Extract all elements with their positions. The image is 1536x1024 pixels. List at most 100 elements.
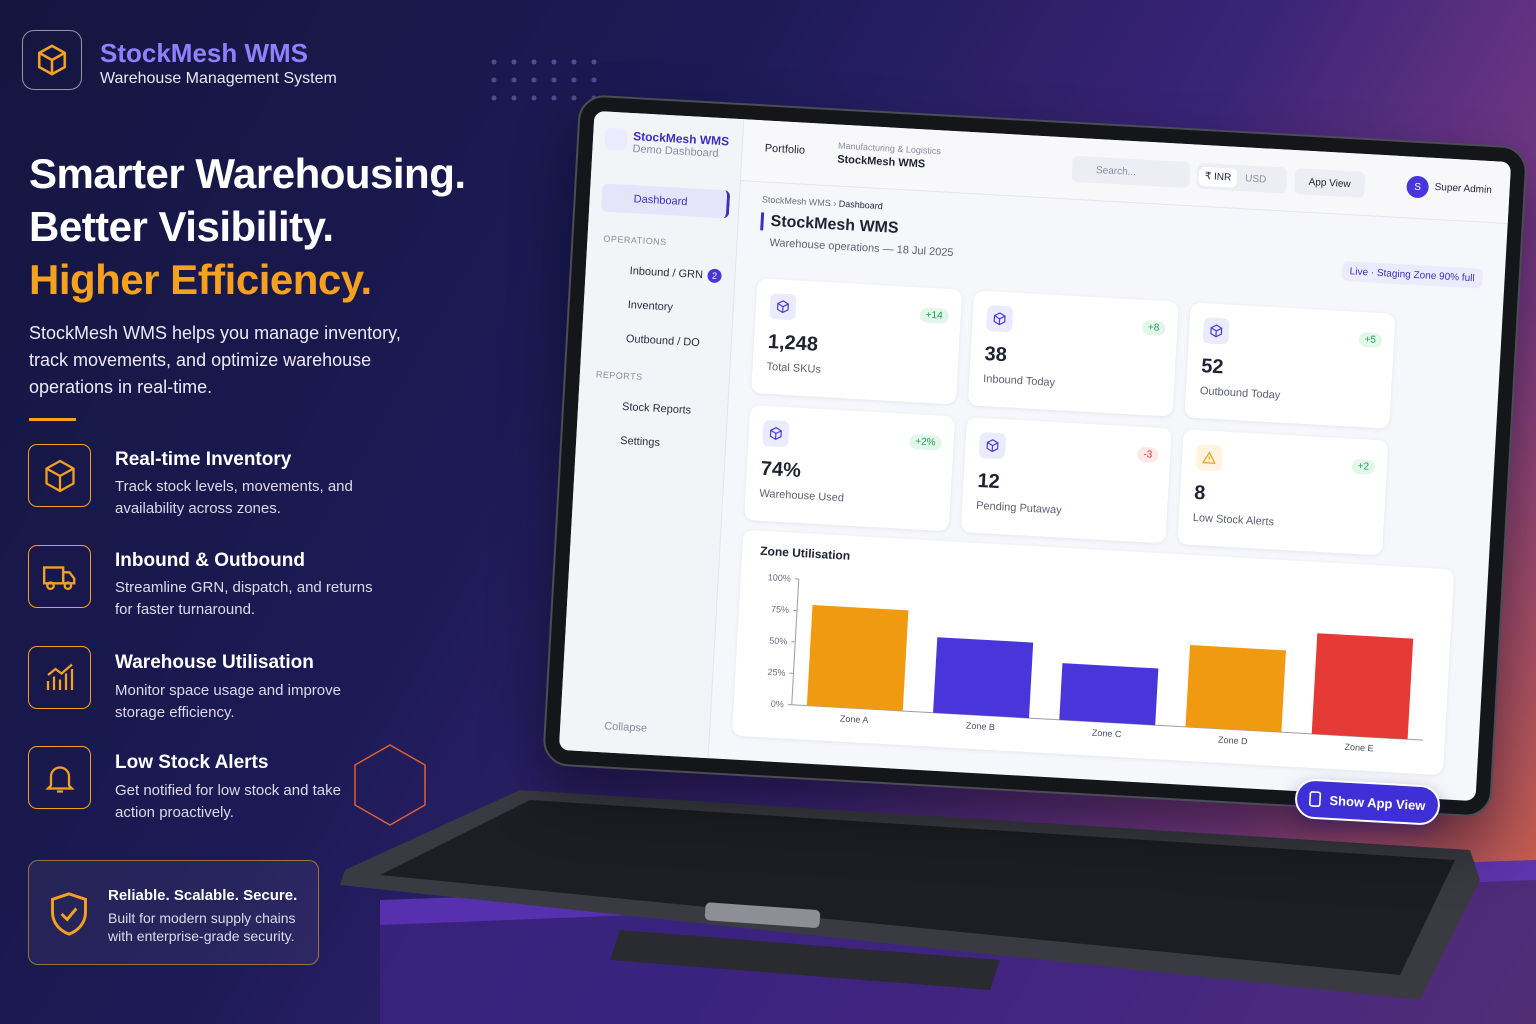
chart-card: Zone Utilisation 0% 25% 50% 75% 100% Zone A Zon… bbox=[731, 529, 1455, 776]
nav-item[interactable]: Inbound / GRN 2 bbox=[597, 255, 726, 290]
kpi-label: Pending Putaway bbox=[975, 499, 1062, 517]
nav-item[interactable]: Inventory bbox=[627, 299, 674, 314]
kpi-delta: +5 bbox=[1358, 331, 1383, 349]
brand-name: StockMesh WMS bbox=[100, 38, 309, 68]
nav-item[interactable]: Outbound / DO bbox=[625, 332, 701, 350]
currency-toggle: ₹ INR USD bbox=[1196, 162, 1288, 194]
user-name[interactable]: Super Admin bbox=[1434, 181, 1493, 197]
y-tick-label: 25% bbox=[767, 667, 786, 678]
kpi-card: +14 1,248 Total SKUs bbox=[751, 278, 963, 405]
kpi-icon bbox=[1195, 444, 1223, 472]
bar bbox=[933, 637, 1034, 719]
feature-title: Low Stock Alerts bbox=[115, 752, 269, 773]
x-tick-label: Zone D bbox=[1218, 735, 1249, 747]
collapse-button[interactable]: Collapse bbox=[603, 720, 648, 735]
x-tick-label: Zone E bbox=[1344, 742, 1374, 754]
nav-item[interactable]: Settings bbox=[619, 434, 661, 450]
laptop: StockMesh WMS Demo Dashboard Dashboard O… bbox=[541, 94, 1529, 818]
kpi-value: 74% bbox=[760, 457, 802, 482]
feature-icon bbox=[28, 545, 91, 608]
dot-grid bbox=[491, 59, 597, 101]
kpi-delta: +14 bbox=[919, 307, 950, 324]
hinge bbox=[704, 902, 821, 928]
kpi-delta: +2% bbox=[908, 433, 942, 451]
kpi-card: +2% 74% Warehouse Used bbox=[743, 405, 956, 532]
y-axis bbox=[791, 578, 800, 705]
hero-line: Higher Efficiency. bbox=[29, 256, 372, 303]
currency[interactable]: USD bbox=[1244, 172, 1267, 185]
logo bbox=[22, 30, 82, 90]
nav-item[interactable]: Dashboard bbox=[600, 183, 731, 219]
kpi-icon bbox=[978, 431, 1007, 460]
kpi-card: -3 12 Pending Putaway bbox=[960, 417, 1172, 544]
bar bbox=[1311, 633, 1414, 740]
crumb[interactable]: StockMesh WMS bbox=[761, 194, 832, 209]
kpi-label: Low Stock Alerts bbox=[1192, 511, 1275, 529]
button-label: Show App View bbox=[1329, 792, 1426, 813]
kpi-value: 52 bbox=[1200, 355, 1225, 379]
kpi-label: Inbound Today bbox=[982, 372, 1056, 389]
hero-line: Better Visibility. bbox=[29, 203, 334, 250]
nav-item[interactable]: Stock Reports bbox=[621, 400, 692, 417]
kpi-card: +5 52 Outbound Today bbox=[1184, 302, 1396, 429]
nav-section: OPERATIONS bbox=[603, 233, 667, 248]
y-tick-label: 75% bbox=[771, 604, 790, 615]
project: StockMesh WMS bbox=[836, 153, 926, 171]
brand-tagline: Warehouse Management System bbox=[100, 70, 337, 87]
feature-text: Streamline GRN, dispatch, and returns fo… bbox=[115, 579, 373, 618]
shield-icon bbox=[51, 892, 87, 936]
feature-icon bbox=[28, 746, 91, 809]
app-view-button[interactable]: App View bbox=[1294, 168, 1366, 198]
kpi-value: 12 bbox=[976, 469, 1001, 494]
feature-text: Track stock levels, movements, and avail… bbox=[115, 478, 353, 517]
feature-title: Real-time Inventory bbox=[115, 449, 292, 470]
feature-title: Warehouse Utilisation bbox=[115, 652, 314, 673]
chart: Zone Utilisation 0% 25% 50% 75% 100% Zone A Zon… bbox=[760, 544, 1423, 754]
x-tick-label: Zone B bbox=[966, 721, 996, 733]
keyboard bbox=[380, 800, 1455, 975]
badge-title: Reliable. Scalable. Secure. bbox=[108, 887, 298, 904]
feature-text: Get notified for low stock and take acti… bbox=[115, 782, 341, 821]
nav-badge: 2 bbox=[707, 268, 722, 284]
show-app-view-button[interactable]: Show App View bbox=[1293, 777, 1442, 827]
badge-text: Built for modern supply chains with ente… bbox=[108, 910, 296, 944]
nav-section: REPORTS bbox=[595, 369, 643, 382]
avatar[interactable]: S bbox=[1406, 175, 1430, 199]
logo-icon bbox=[37, 44, 67, 76]
hero-description: StockMesh WMS helps you manage inventory… bbox=[29, 323, 401, 397]
bar bbox=[806, 605, 909, 712]
kpi-value: 8 bbox=[1193, 481, 1206, 505]
kpi-value: 38 bbox=[983, 343, 1008, 367]
security-badge: Reliable. Scalable. Secure. Built for mo… bbox=[28, 860, 319, 965]
x-tick-label: Zone C bbox=[1092, 728, 1123, 740]
kpi-label: Warehouse Used bbox=[759, 487, 845, 505]
kpi-card: +8 38 Inbound Today bbox=[967, 290, 1179, 417]
kpi-grid: +14 1,248 Total SKUs +8 38 Inbound Today +5 52 O… bbox=[743, 248, 1482, 556]
kpi-label: Total SKUs bbox=[766, 360, 822, 376]
currency[interactable]: ₹ INR bbox=[1198, 166, 1238, 188]
hexagon bbox=[354, 744, 426, 826]
kpi-value: 1,248 bbox=[767, 330, 819, 356]
kpi-delta: +2 bbox=[1351, 458, 1376, 475]
kpi-delta: -3 bbox=[1136, 446, 1159, 463]
feature-text: Monitor space usage and improve storage … bbox=[115, 682, 341, 721]
kpi-icon bbox=[762, 419, 790, 448]
y-tick-label: 100% bbox=[768, 572, 792, 583]
feature-icon bbox=[28, 444, 91, 507]
kpi-icon bbox=[1202, 317, 1230, 345]
feature-title: Inbound & Outbound bbox=[115, 550, 305, 571]
feature-icon bbox=[28, 646, 91, 709]
kpi-delta: +8 bbox=[1141, 319, 1166, 337]
search-box[interactable]: Search... bbox=[1071, 155, 1191, 189]
bar bbox=[1185, 645, 1286, 733]
back-link[interactable]: Portfolio bbox=[764, 142, 806, 157]
kpi-icon bbox=[985, 305, 1014, 333]
x-tick-label: Zone A bbox=[840, 714, 869, 726]
trackpad bbox=[610, 930, 1000, 990]
nav-label: Inbound / GRN bbox=[629, 265, 704, 282]
main: StockMesh WMS › Dashboard StockMesh WMS … bbox=[709, 181, 1508, 801]
app-screen: StockMesh WMS Demo Dashboard Dashboard O… bbox=[558, 110, 1512, 802]
